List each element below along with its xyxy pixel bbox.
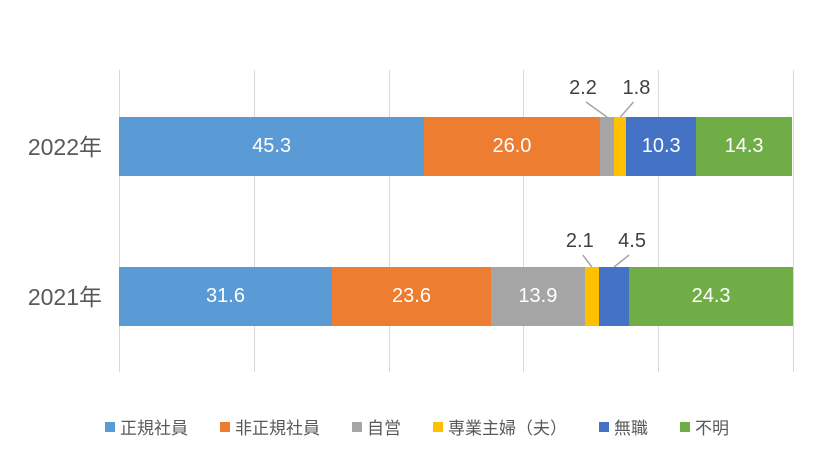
- data-label: 45.3: [252, 135, 292, 157]
- gridline: [253, 70, 255, 372]
- gridline: [119, 70, 120, 372]
- bar-row-2021年: 31.6 23.6 13.9 24.3: [119, 267, 793, 326]
- data-label: 31.6: [206, 285, 245, 307]
- legend-label: 無職: [614, 419, 648, 438]
- bar-segment-自営: [599, 117, 615, 176]
- legend-label: 正規社員: [120, 419, 188, 438]
- leader-line: [619, 101, 635, 118]
- bar-segment-自営: 13.9: [491, 267, 585, 326]
- data-label: 14.3: [724, 135, 764, 157]
- gridline: [523, 70, 525, 372]
- legend-color-swatch-icon: [220, 421, 230, 432]
- category-label: 2022年: [27, 133, 102, 160]
- legend-color-swatch-icon: [599, 421, 609, 432]
- category-label: 2021年: [27, 283, 102, 310]
- bar-segment-専業主婦（夫）: [584, 267, 599, 326]
- legend-label: 自営: [367, 419, 401, 438]
- leader-line: [613, 254, 630, 268]
- callout-label: 2.2: [569, 77, 597, 99]
- data-label: 10.3: [641, 135, 681, 157]
- bar-segment-不明: 24.3: [629, 267, 793, 326]
- legend-item-不明: 不明: [680, 414, 729, 439]
- legend-label: 非正規社員: [235, 419, 320, 438]
- bar-segment-無職: 10.3: [626, 117, 696, 176]
- callout-label: 1.8: [622, 77, 651, 99]
- legend-color-swatch-icon: [352, 421, 362, 432]
- legend-item-非正規社員: 非正規社員: [220, 414, 320, 439]
- data-label: 24.3: [691, 285, 731, 307]
- bar-segment-非正規社員: 26.0: [424, 117, 600, 176]
- data-label: 23.6: [392, 285, 431, 307]
- legend-item-無職: 無職: [599, 414, 648, 439]
- legend-color-swatch-icon: [680, 421, 690, 432]
- bar-segment-不明: 14.3: [695, 117, 793, 176]
- bar-row-2022年: 45.3 26.0 10.3 14.3: [119, 117, 793, 176]
- leader-line: [582, 254, 593, 268]
- bar-segment-専業主婦（夫）: [614, 117, 627, 176]
- legend: 正規社員 非正規社員 自営 専業主婦（夫） 無職 不明: [0, 414, 834, 439]
- legend-item-正規社員: 正規社員: [105, 414, 188, 439]
- legend-label: 専業主婦（夫）: [448, 419, 567, 438]
- bar-segment-無職: [598, 267, 630, 326]
- legend-color-swatch-icon: [433, 421, 443, 432]
- leader-line: [585, 101, 608, 118]
- legend-item-専業主婦（夫）: 専業主婦（夫）: [433, 414, 567, 439]
- bar-segment-正規社員: 31.6: [119, 267, 332, 326]
- bar-segment-非正規社員: 23.6: [331, 267, 492, 326]
- data-label: 13.9: [518, 285, 558, 307]
- bar-segment-正規社員: 45.3: [119, 117, 425, 176]
- gridline: [658, 70, 660, 372]
- data-label: 26.0: [492, 135, 532, 157]
- legend-label: 不明: [695, 419, 729, 438]
- gridline: [793, 70, 794, 372]
- legend-color-swatch-icon: [105, 421, 115, 432]
- callout-label: 2.1: [565, 230, 594, 252]
- legend-item-自営: 自営: [352, 414, 401, 439]
- callout-label: 4.5: [618, 230, 646, 252]
- gridline: [388, 70, 390, 372]
